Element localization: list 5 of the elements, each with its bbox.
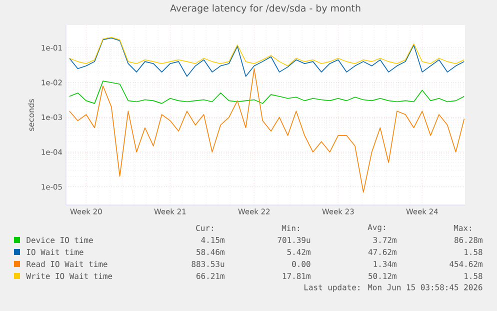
line-series: [68, 38, 465, 77]
line-series: [68, 80, 465, 104]
line-series: [68, 68, 465, 193]
line-series: [68, 36, 465, 66]
chart-title: Average latency for /dev/sda - by month: [170, 4, 360, 14]
